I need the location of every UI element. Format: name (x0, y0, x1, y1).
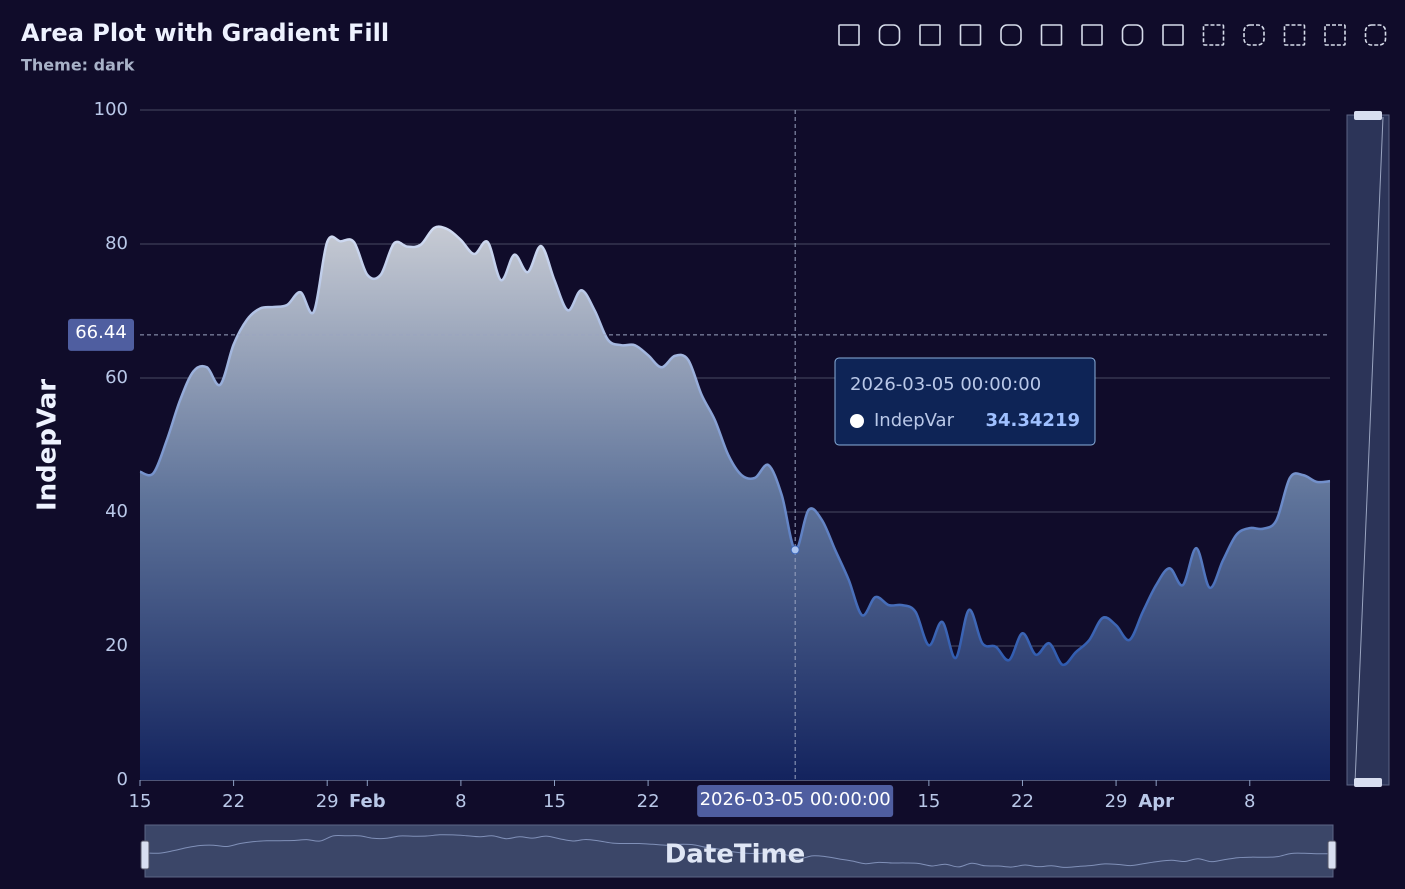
chart-subtitle: Theme: dark (21, 56, 135, 75)
y-tick-label: 100 (94, 99, 128, 120)
tooltip-title: 2026-03-05 00:00:00 (850, 374, 1041, 395)
x-tick-label: Feb (349, 791, 386, 812)
data-zoom-right (1346, 114, 1390, 786)
chart-title: Area Plot with Gradient Fill (21, 19, 389, 47)
data-zoom-handle-top (1354, 111, 1382, 120)
x-tick-label: 22 (1011, 791, 1034, 812)
crosshair-x-label-bg (697, 785, 894, 817)
line (139, 225, 1331, 667)
hover-point (790, 545, 800, 555)
tooltip-value: 34.34219 (985, 410, 1080, 431)
x-tick-label: Apr (1138, 791, 1174, 812)
toolbox-icon[interactable] (919, 24, 941, 46)
toolbox (838, 24, 1387, 46)
x-tick-label: 8 (455, 791, 466, 812)
y-tick-label: 0 (117, 769, 128, 790)
crosshair-y-label: 66.44 (75, 322, 127, 343)
toolbox-icon[interactable] (1364, 24, 1387, 46)
data-zoom-bottom (144, 824, 1334, 878)
toolbox-icon[interactable] (1202, 24, 1225, 46)
toolbox-icon[interactable] (878, 24, 901, 46)
data-zoom-handle-right (1327, 840, 1337, 870)
y-tick-label: 40 (105, 501, 128, 522)
x-tick-label: 8 (1244, 791, 1255, 812)
toolbox-icon[interactable] (838, 24, 860, 46)
x-tick-label: 15 (917, 791, 940, 812)
toolbox-icon[interactable] (1324, 24, 1346, 46)
data-zoom-handle-bottom (1354, 778, 1382, 787)
x-tick-label: 15 (129, 791, 152, 812)
x-tick-label: 29 (316, 791, 339, 812)
crosshair-x-label: 2026-03-05 00:00:00 (700, 789, 891, 810)
toolbox-icon[interactable] (1121, 24, 1144, 46)
toolbox-icon[interactable] (1000, 24, 1022, 46)
y-tick-label: 80 (105, 233, 128, 254)
tooltip-marker (850, 414, 864, 428)
data-zoom-preview (146, 834, 1332, 868)
y-tick-label: 60 (105, 367, 128, 388)
toolbox-icon[interactable] (1162, 24, 1184, 46)
toolbox-icon[interactable] (1243, 24, 1265, 46)
x-axis-label: DateTime (665, 840, 806, 870)
y-axis-label: IndepVar (33, 379, 63, 511)
crosshair-y-label-bg (68, 318, 134, 351)
x-tick-label: 29 (1105, 791, 1128, 812)
data-zoom-right-preview (1354, 116, 1384, 784)
toolbox-icon[interactable] (1081, 24, 1103, 46)
x-tick-label: 22 (637, 791, 660, 812)
x-tick-label: 15 (543, 791, 566, 812)
data-zoom-handle-left (140, 840, 150, 870)
tooltip-series: IndepVar (874, 410, 955, 431)
toolbox-icon[interactable] (959, 24, 982, 46)
y-tick-label: 20 (105, 635, 128, 656)
x-tick-label: 22 (222, 791, 245, 812)
toolbox-icon[interactable] (1040, 24, 1063, 46)
area (140, 226, 1330, 781)
tooltip-box (834, 357, 1096, 446)
toolbox-icon[interactable] (1283, 24, 1306, 46)
